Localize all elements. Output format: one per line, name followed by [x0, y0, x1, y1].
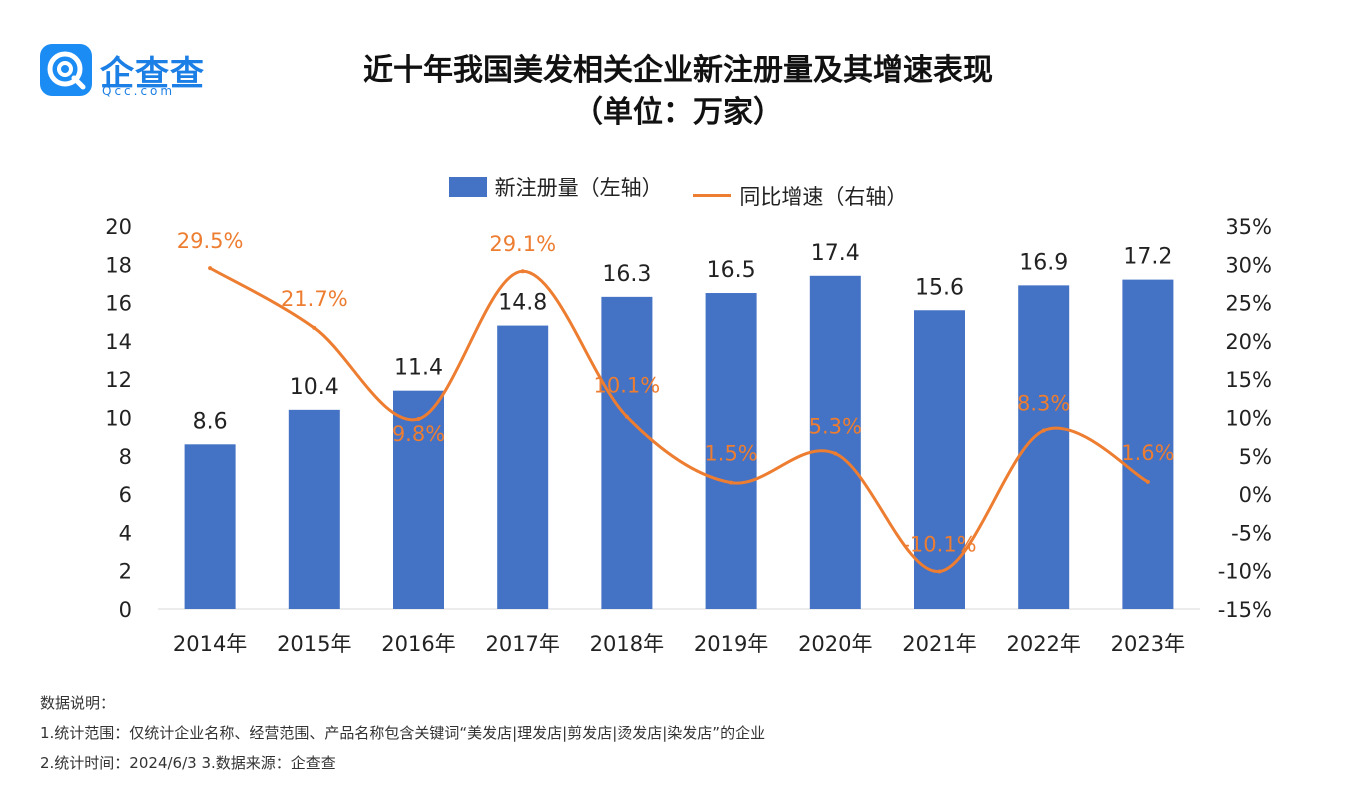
- line-point: [416, 417, 421, 422]
- line-value-label: 1.6%: [1121, 441, 1174, 465]
- growth-rate-line: [209, 266, 1149, 573]
- y-right-tick-label: -10%: [1218, 560, 1272, 584]
- chart-title: 近十年我国美发相关企业新注册量及其增速表现 （单位：万家）: [0, 50, 1356, 134]
- bar: [497, 325, 549, 609]
- y-left-tick-label: 2: [119, 560, 132, 584]
- y-left-tick-label: 4: [119, 521, 132, 545]
- bar: [393, 390, 444, 609]
- chart-canvas: 0 2 4 6 8 10 12 14 16 18 20 -15% -10% -5% 0% 5% 10% 15% 20…: [105, 215, 1272, 656]
- bar-value-label: 11.4: [394, 356, 443, 381]
- chart-legend: 新注册量（左轴） 同比增速（右轴）: [0, 172, 1356, 211]
- bar-value-label: 14.8: [498, 291, 547, 316]
- line-value-label: 10.1%: [594, 374, 661, 398]
- bar: [601, 296, 653, 609]
- line-value-label: 21.7%: [281, 287, 348, 311]
- x-tick-label: 2015年: [277, 632, 351, 656]
- y-left-tick-label: 14: [105, 330, 132, 354]
- x-tick-label: 2020年: [798, 632, 872, 656]
- logo: 企查查 Qcc.com: [40, 44, 220, 100]
- logo-url: Qcc.com: [102, 84, 176, 98]
- bar-value-label: 10.4: [290, 375, 339, 400]
- line-value-label: 1.5%: [704, 442, 757, 466]
- line-point: [312, 325, 317, 330]
- bar-value-label: 16.3: [602, 262, 651, 287]
- x-tick-label: 2017年: [485, 632, 559, 656]
- line-point: [520, 269, 525, 274]
- line-point: [729, 480, 734, 485]
- legend-bar-swatch: [448, 177, 487, 197]
- legend-item-line: 同比增速（右轴）: [693, 181, 907, 211]
- line-point: [1041, 428, 1046, 433]
- y-right-tick-label: 25%: [1225, 292, 1272, 316]
- x-tick-label: 2018年: [590, 632, 664, 656]
- y-left-tick-label: 18: [105, 253, 132, 277]
- y-left-tick-label: 20: [105, 215, 132, 239]
- legend-bar-label: 新注册量（左轴）: [494, 176, 663, 200]
- logo-badge-icon: [40, 44, 92, 96]
- notes-line1: 1.统计范围：仅统计企业名称、经营范围、产品名称包含关键词“美发店|理发店|剪发…: [40, 724, 766, 742]
- x-tick-label: 2023年: [1111, 632, 1185, 656]
- y-left-tick-label: 16: [105, 292, 132, 316]
- x-tick-label: 2014年: [173, 632, 247, 656]
- bar-value-label: 15.6: [915, 275, 964, 300]
- chart-title-line2: （单位：万家）: [573, 95, 783, 130]
- bar-value-label: 17.2: [1123, 245, 1172, 270]
- y-right-tick-label: 35%: [1225, 215, 1272, 239]
- notes-header: 数据说明：: [40, 694, 116, 712]
- y-right-tick-label: 10%: [1225, 407, 1272, 431]
- y-left-tick-label: 12: [105, 368, 132, 392]
- y-right-tick-label: -15%: [1218, 598, 1272, 622]
- line-value-label: 29.5%: [177, 229, 244, 253]
- line-point: [1145, 479, 1150, 484]
- y-right-tick-label: -5%: [1231, 521, 1272, 545]
- y-left-tick-label: 10: [105, 407, 132, 431]
- y-right-tick-label: 15%: [1225, 368, 1272, 392]
- line-value-label: 5.3%: [809, 415, 862, 439]
- legend-item-bar: 新注册量（左轴）: [448, 172, 663, 202]
- line-point: [624, 414, 629, 419]
- legend-line-swatch: [693, 194, 732, 197]
- x-tick-label: 2021年: [902, 632, 976, 656]
- bar-value-label: 8.6: [193, 409, 228, 434]
- data-notes: 数据说明： 1.统计范围：仅统计企业名称、经营范围、产品名称包含关键词“美发店|…: [40, 688, 765, 778]
- bar-value-label: 16.5: [707, 258, 756, 283]
- bar-value-label: 17.4: [811, 241, 860, 266]
- x-tick-label: 2019年: [694, 632, 768, 656]
- y-right-tick-label: 5%: [1239, 445, 1272, 469]
- x-tick-label: 2016年: [381, 632, 455, 656]
- bar: [288, 409, 340, 609]
- line-point: [208, 266, 213, 271]
- bar: [705, 293, 757, 609]
- notes-line2: 2.统计时间：2024/6/3 3.数据来源：企查查: [40, 754, 336, 772]
- line-point: [833, 451, 838, 456]
- bar: [184, 444, 236, 609]
- bar: [809, 275, 861, 609]
- bar-value-label: 16.9: [1019, 250, 1068, 275]
- line-value-label: -10.1%: [902, 532, 976, 556]
- legend-line-label: 同比增速（右轴）: [739, 184, 908, 209]
- y-left-tick-label: 6: [119, 483, 132, 507]
- y-right-tick-label: 30%: [1225, 253, 1272, 277]
- y-right-tick-label: 0%: [1239, 483, 1272, 507]
- bar: [1122, 279, 1174, 609]
- y-left-tick-label: 0: [119, 598, 132, 622]
- line-value-label: 29.1%: [489, 232, 556, 256]
- chart-title-line1: 近十年我国美发相关企业新注册量及其增速表现: [363, 53, 993, 88]
- y-right-tick-label: 20%: [1225, 330, 1272, 354]
- line-value-label: 8.3%: [1017, 392, 1070, 416]
- line-point: [937, 569, 942, 574]
- logo-name: 企查查: [100, 54, 205, 94]
- line-value-label: 9.8%: [392, 422, 445, 446]
- x-tick-label: 2022年: [1006, 632, 1080, 656]
- y-left-tick-label: 8: [119, 445, 132, 469]
